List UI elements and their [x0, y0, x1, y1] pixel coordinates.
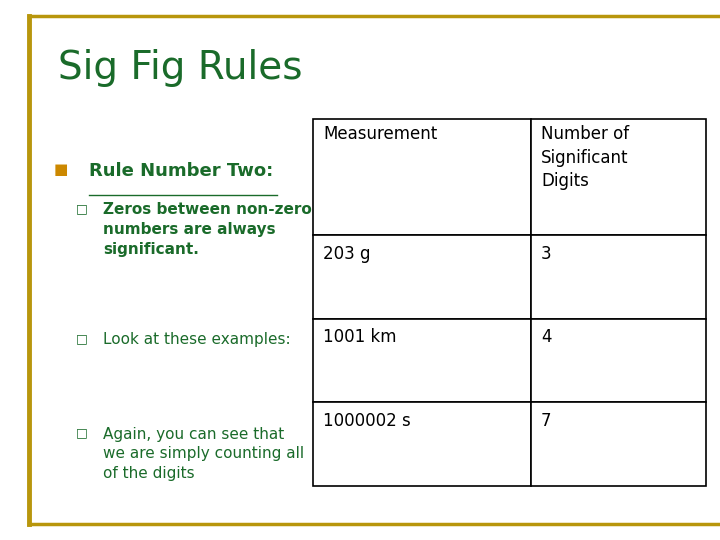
Text: □: □: [76, 332, 87, 345]
Text: 4: 4: [541, 328, 552, 346]
Text: Rule Number Two:: Rule Number Two:: [89, 162, 273, 180]
Text: Number of
Significant
Digits: Number of Significant Digits: [541, 125, 629, 191]
Text: Zeros between non-zero
numbers are always
significant.: Zeros between non-zero numbers are alway…: [103, 202, 312, 257]
Text: 7: 7: [541, 412, 552, 430]
Bar: [531, 402, 706, 486]
Bar: [531, 119, 706, 235]
Text: Sig Fig Rules: Sig Fig Rules: [58, 49, 302, 86]
Text: Again, you can see that
we are simply counting all
of the digits: Again, you can see that we are simply co…: [103, 427, 304, 481]
Text: 1001 km: 1001 km: [323, 328, 397, 346]
Text: 1000002 s: 1000002 s: [323, 412, 411, 430]
Text: □: □: [76, 427, 87, 440]
Text: Measurement: Measurement: [323, 125, 438, 143]
Bar: [313, 319, 531, 402]
Text: 203 g: 203 g: [323, 245, 371, 262]
Text: □: □: [76, 202, 87, 215]
Bar: [313, 119, 531, 235]
Bar: [313, 235, 531, 319]
Bar: [313, 402, 531, 486]
Text: ■: ■: [54, 162, 68, 177]
Bar: [531, 319, 706, 402]
Bar: [531, 235, 706, 319]
Text: 3: 3: [541, 245, 552, 262]
Text: Look at these examples:: Look at these examples:: [103, 332, 291, 347]
